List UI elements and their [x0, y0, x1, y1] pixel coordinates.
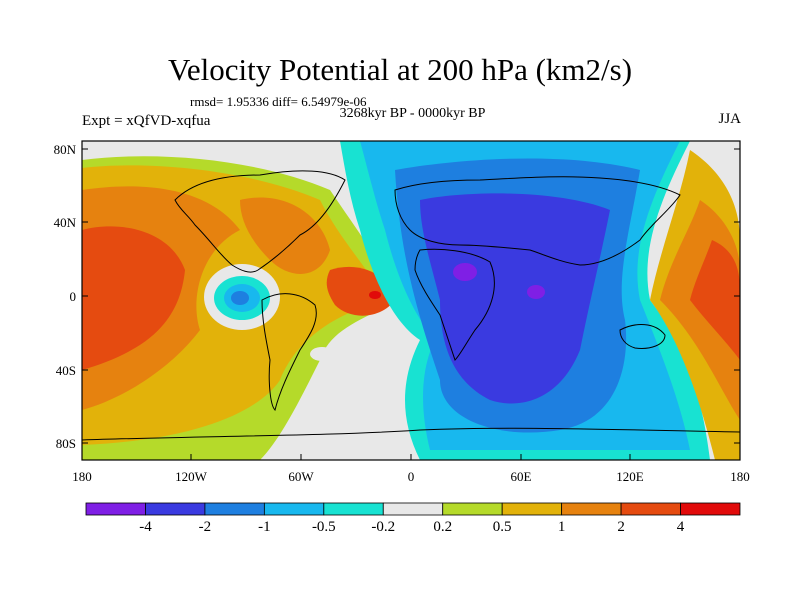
- colorbar-label: -4: [139, 519, 152, 535]
- period-subtitle: 3268kyr BP - 0000kyr BP: [339, 106, 486, 121]
- lon-label-180e: 180: [730, 469, 750, 484]
- lon-label-180w: 180: [72, 469, 92, 484]
- colorbar-swatch: [85, 502, 146, 516]
- lon-label-0: 0: [407, 469, 415, 484]
- colorbar-swatch: [263, 502, 325, 516]
- colorbar-label: 0.2: [433, 519, 453, 535]
- colorbar-swatch: [323, 502, 384, 516]
- colorbar-label: 0.5: [492, 519, 512, 535]
- colorbar-label: 2: [617, 519, 625, 535]
- map-title: Velocity Potential at 200 hPa (km2/s): [167, 52, 633, 87]
- colorbar-swatch: [145, 502, 206, 516]
- colorbar-swatch: [501, 502, 563, 516]
- rmsd-diff-text: rmsd= 1.95336 diff= 6.54979e-06: [190, 94, 367, 109]
- lat-label-40s: 40S: [55, 363, 76, 378]
- lon-label-60e: 60E: [510, 469, 532, 484]
- colorbar-swatch: [204, 502, 265, 516]
- lat-label-80s: 80S: [55, 436, 76, 451]
- colorbar-label: 1: [557, 519, 566, 535]
- colorbar-swatch: [620, 502, 681, 516]
- colorbar-label: -0.2: [371, 519, 396, 535]
- colorbar: [85, 502, 741, 516]
- lat-label-80n: 80N: [53, 142, 76, 157]
- velocity-potential-field: [82, 141, 740, 460]
- colorbar-label: 4: [676, 519, 685, 535]
- experiment-label: Expt = xQfVD-xqfua: [82, 113, 211, 129]
- colorbar-label: -1: [258, 519, 271, 535]
- colorbar-swatch: [382, 502, 444, 516]
- colorbar-swatch: [561, 502, 622, 516]
- lat-label-eq: 0: [69, 289, 77, 304]
- axis-ticks: [81, 148, 741, 460]
- season-label: JJA: [718, 111, 741, 127]
- lat-label-40n: 40N: [53, 215, 76, 230]
- lon-label-120w: 120W: [175, 469, 207, 484]
- lon-label-60w: 60W: [288, 469, 314, 484]
- colorbar-label: -2: [198, 519, 212, 535]
- colorbar-swatch: [442, 502, 503, 516]
- lon-label-120e: 120E: [616, 469, 644, 484]
- colorbar-label: -0.5: [311, 519, 336, 535]
- colorbar-swatch: [680, 502, 741, 516]
